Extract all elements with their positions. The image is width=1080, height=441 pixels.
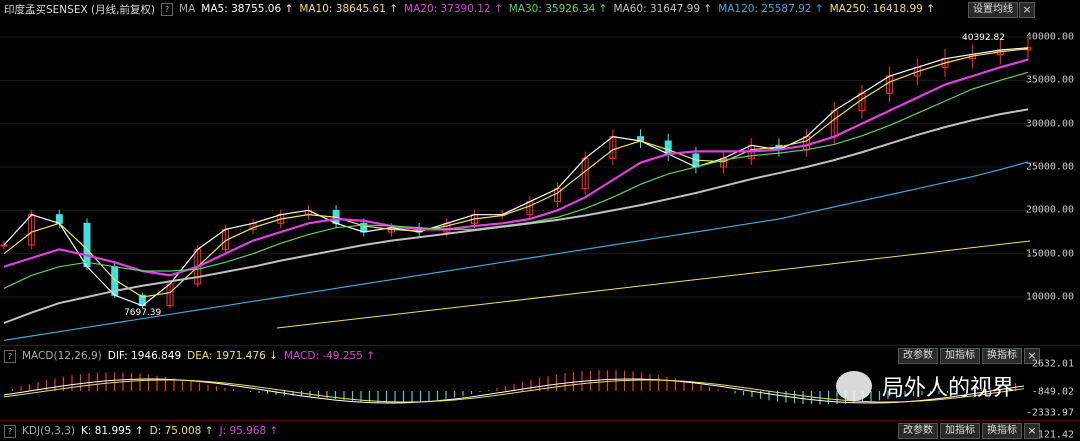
y-tick-label: 30000.00 (1025, 118, 1074, 130)
panel-divider (0, 345, 1080, 346)
macd-dif: DIF: 1946.849 (107, 350, 182, 362)
y-tick-label: 40000.00 (1025, 31, 1074, 43)
wechat-icon (836, 371, 872, 401)
ma-legend-item: MA120: 25587.92 ↑ (718, 3, 824, 15)
add-indicator-button[interactable]: 加指标 (940, 423, 980, 439)
ma-line-ma5 (3, 47, 1029, 307)
y-tick-label: 15000.00 (1025, 248, 1074, 260)
kdj-j: J: 95.968 ↑ (219, 425, 279, 437)
kdj-y-label: 121.42 (1037, 429, 1074, 441)
candle-body (664, 140, 672, 155)
ma-line-ma30 (3, 71, 1029, 289)
ma-legend: MA5: 38755.06 ↑ MA10: 38645.61 ↑ MA20: 373… (201, 3, 941, 15)
ma-line-ma120 (3, 161, 1029, 341)
kdj-k: K: 81.995 ↑ (80, 425, 144, 437)
high-annotation: 40392.82 (962, 33, 1005, 43)
kdj-d: D: 75.008 ↑ (149, 425, 214, 437)
help-icon[interactable]: ? (4, 424, 16, 438)
kdj-header: ? KDJ(9,3,3) K: 81.995 ↑ D: 75.008 ↑ J: … (0, 422, 1080, 440)
ma-line-ma10 (3, 48, 1029, 298)
watermark-text: 局外人的视界 (882, 376, 1015, 401)
ma-legend-item: MA20: 37390.12 ↑ (404, 3, 503, 15)
help-icon[interactable]: ? (4, 349, 16, 363)
candle-body (0, 244, 8, 247)
add-indicator-button[interactable]: 加指标 (940, 348, 980, 364)
macd-y-label-mid: -849.02 (1031, 386, 1074, 398)
change-params-button[interactable]: 改参数 (898, 348, 938, 364)
help-icon[interactable]: ? (161, 2, 174, 16)
ma-legend-item: MA60: 31647.99 ↑ (613, 3, 713, 15)
close-kdj-button[interactable]: × (1024, 423, 1040, 439)
macd-y-label-bottom: -2333.97 (1025, 407, 1074, 419)
macd-y-label-top: 2632.01 (1031, 358, 1074, 370)
swap-indicator-button[interactable]: 换指标 (982, 348, 1022, 364)
ma-legend-item: MA30: 35926.34 ↑ (508, 3, 608, 15)
chart-title: 印度孟买SENSEX (月线,前复权) (4, 3, 156, 16)
macd-value: MACD: -49.255 ↑ (283, 350, 375, 362)
y-tick-label: 10000.00 (1025, 291, 1074, 303)
kdj-name: KDJ(9,3,3) (22, 425, 75, 437)
watermark: 局外人的视界 (836, 370, 1014, 402)
y-tick-label: 25000.00 (1025, 161, 1074, 173)
ma-line-ma60 (3, 108, 1029, 324)
swap-indicator-button[interactable]: 换指标 (982, 423, 1022, 439)
ma-legend-item: MA5: 38755.06 ↑ (201, 3, 294, 15)
panel-divider (0, 420, 1080, 421)
y-tick-label: 20000.00 (1025, 204, 1074, 216)
ma-line-ma20 (3, 58, 1029, 277)
close-macd-button[interactable]: × (1024, 348, 1040, 364)
low-annotation: 7697.39 (124, 308, 161, 318)
settings-button[interactable]: 设置均线 (968, 2, 1018, 18)
change-params-button[interactable]: 改参数 (898, 423, 938, 439)
ma-label: MA (179, 3, 196, 15)
candle-body (83, 222, 91, 268)
ma-legend-item: MA10: 38645.61 ↑ (299, 3, 399, 15)
macd-dea: DEA: 1971.476 ↓ (187, 350, 278, 362)
candle-body (55, 214, 63, 224)
main-header: 印度孟买SENSEX (月线,前复权) ? MA MA5: 38755.06 ↑… (0, 0, 1080, 18)
macd-name: MACD(12,26,9) (22, 350, 102, 362)
close-main-button[interactable]: × (1019, 2, 1035, 18)
ma-legend-item: MA250: 16418.99 ↑ (829, 3, 935, 15)
y-tick-label: 35000.00 (1025, 74, 1074, 86)
ma-line-ma250 (276, 240, 1031, 329)
macd-header: ? MACD(12,26,9) DIF: 1946.849 DEA: 1971.… (0, 347, 1080, 365)
